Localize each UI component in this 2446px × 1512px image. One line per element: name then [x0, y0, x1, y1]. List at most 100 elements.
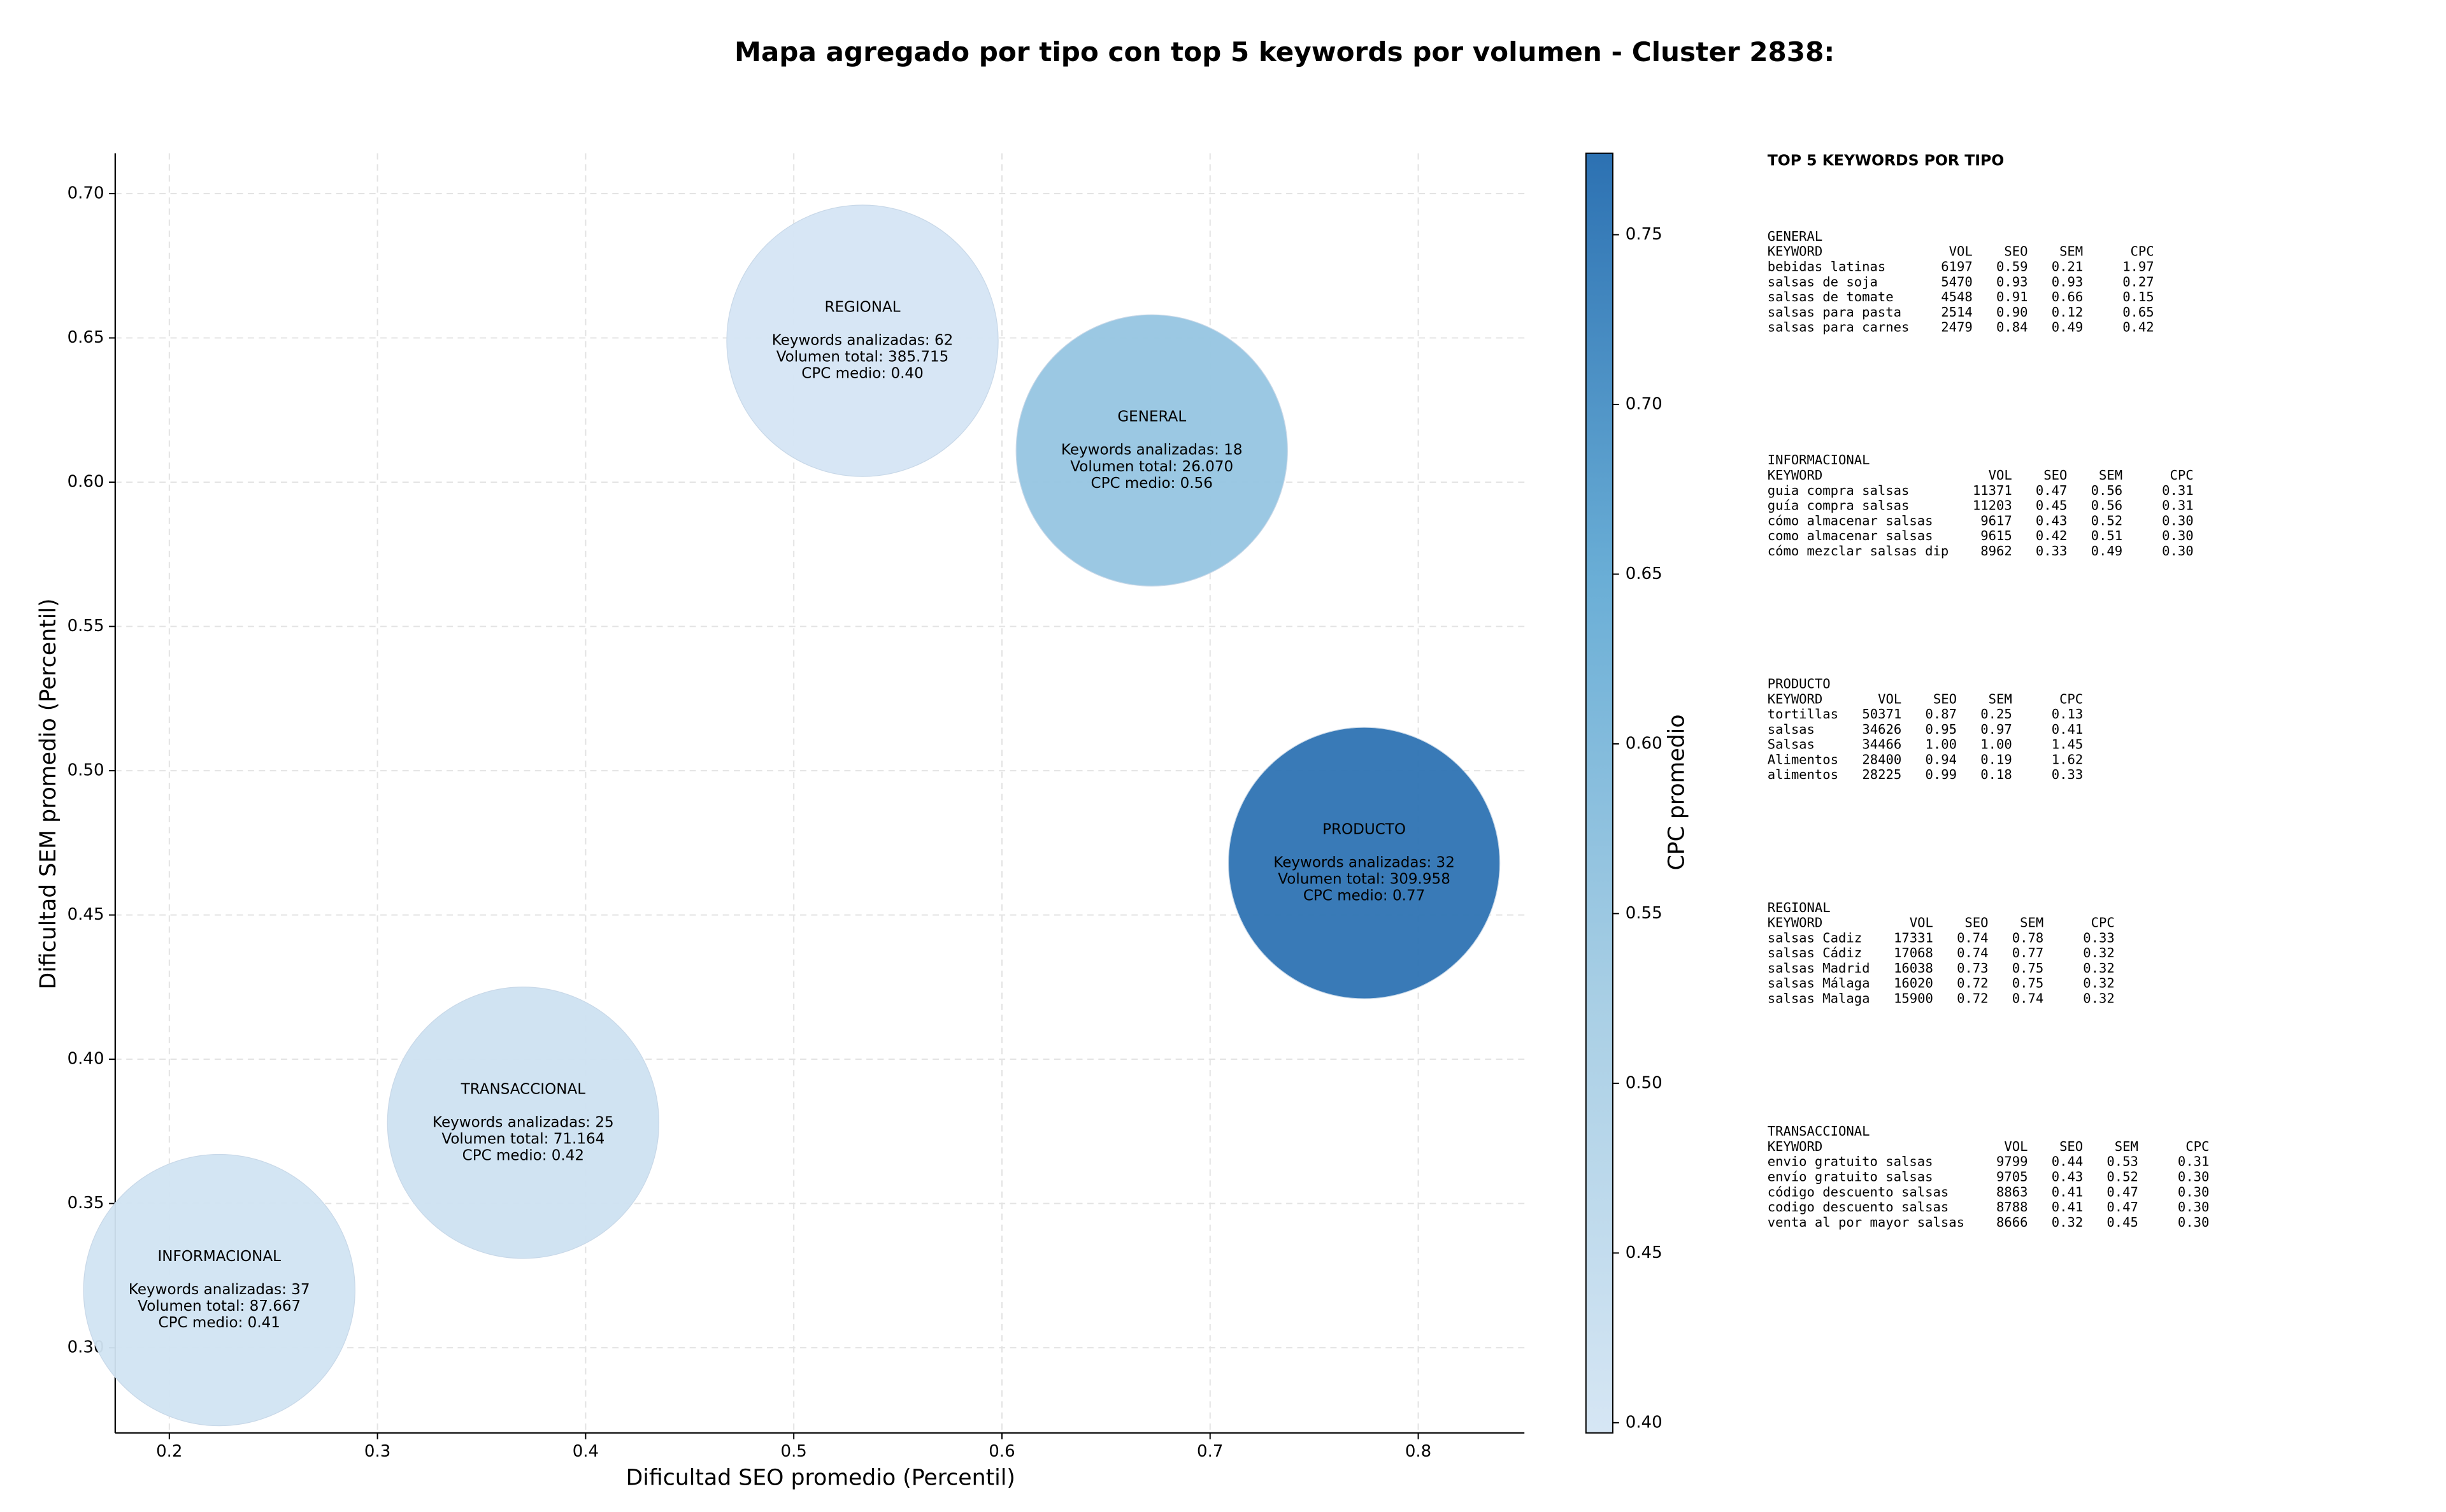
panel-header: VOL	[1989, 467, 2012, 483]
panel-cell: 0.74	[1957, 945, 1988, 960]
colorbar-tick-label: 0.75	[1626, 225, 1663, 244]
bubble-annotation: Keywords analizadas: 18	[1061, 442, 1243, 459]
panel-section-title: REGIONAL	[1768, 900, 1831, 915]
panel-cell: 8666	[1996, 1215, 2028, 1230]
y-tick-label: 0.35	[68, 1194, 104, 1213]
panel-cell: salsas	[1768, 722, 1815, 737]
panel-cell: 0.56	[2091, 483, 2122, 498]
panel-cell: cómo mezclar salsas dip	[1768, 543, 1949, 559]
panel-cell: salsas de soja	[1768, 274, 1878, 289]
panel-cell: 0.33	[2036, 543, 2067, 559]
panel-cell: 9705	[1996, 1169, 2028, 1184]
panel-header: CPC	[2170, 467, 2193, 483]
panel-cell: salsas Malaga	[1768, 991, 1870, 1006]
x-tick-label: 0.5	[780, 1442, 806, 1461]
panel-cell: 0.84	[1996, 320, 2028, 335]
y-tick-label: 0.50	[68, 761, 104, 780]
panel-cell: 0.30	[2162, 543, 2193, 559]
bubble-annotation: Volumen total: 87.667	[138, 1298, 301, 1315]
y-tick-label: 0.65	[68, 328, 104, 347]
panel-cell: 0.32	[2083, 976, 2114, 991]
panel-cell: 0.42	[2036, 528, 2067, 543]
panel-cell: 0.32	[2052, 1215, 2083, 1230]
x-tick-label: 0.2	[156, 1442, 182, 1461]
panel-header: KEYWORD	[1768, 1139, 1823, 1154]
panel-cell: 0.94	[1926, 752, 1957, 767]
panel-cell: 1.97	[2122, 259, 2154, 274]
panel-cell: 0.75	[2012, 976, 2043, 991]
panel-cell: 1.00	[1926, 737, 1957, 752]
panel-cell: 0.30	[2162, 513, 2193, 528]
panel-header: SEO	[1933, 691, 1957, 706]
panel-header: KEYWORD	[1768, 915, 1823, 931]
panel-cell: salsas Málaga	[1768, 976, 1870, 991]
bubble-annotation: Volumen total: 26.070	[1070, 459, 1233, 475]
bubble	[387, 987, 660, 1259]
panel-cell: 0.30	[2178, 1184, 2209, 1199]
bubble-annotation: Keywords analizadas: 62	[772, 332, 954, 349]
y-tick-label: 0.45	[68, 905, 104, 924]
panel-cell: 0.77	[2012, 945, 2043, 960]
bubble-label: REGIONAL	[824, 299, 900, 316]
bubble	[726, 204, 999, 477]
panel-cell: 0.41	[2052, 722, 2083, 737]
panel-section-title: TRANSACCIONAL	[1768, 1123, 1870, 1139]
panel-cell: tortillas	[1768, 706, 1838, 722]
panel-cell: 0.13	[2052, 706, 2083, 722]
panel-cell: 0.72	[1957, 976, 1988, 991]
bubble	[83, 1153, 355, 1427]
panel-cell: 6197	[1941, 259, 1972, 274]
y-axis-label: Dificultad SEM promedio (Percentil)	[36, 598, 61, 989]
colorbar-tick-label: 0.70	[1626, 395, 1663, 414]
bubble-annotation: CPC medio: 0.56	[1091, 475, 1213, 492]
bubble-annotation: Keywords analizadas: 37	[129, 1281, 310, 1298]
panel-cell: 0.31	[2162, 483, 2193, 498]
panel-cell: alimentos	[1768, 767, 1838, 782]
panel-cell: 11371	[1973, 483, 2012, 498]
panel-cell: venta al por mayor salsas	[1768, 1215, 1964, 1230]
panel-cell: 28400	[1862, 752, 1901, 767]
panel-cell: 2514	[1941, 304, 1972, 320]
panel-header: SEM	[2115, 1139, 2138, 1154]
panel-cell: 28225	[1862, 767, 1901, 782]
panel-section-title: GENERAL	[1768, 229, 1823, 244]
panel-cell: 0.52	[2091, 513, 2122, 528]
panel-cell: 17331	[1894, 930, 1933, 945]
bubble-annotation: CPC medio: 0.41	[159, 1315, 280, 1331]
panel-cell: 8788	[1996, 1199, 2028, 1215]
colorbar	[1585, 152, 1613, 1434]
panel-cell: 0.32	[2083, 945, 2114, 960]
bubble-annotation: Keywords analizadas: 32	[1273, 855, 1455, 871]
panel-cell: 0.43	[2052, 1169, 2083, 1184]
y-tick-label: 0.60	[68, 473, 104, 492]
panel-cell: bebidas latinas	[1768, 259, 1886, 274]
panel-cell: 0.53	[2106, 1154, 2138, 1169]
panel-cell: 0.91	[1996, 289, 2028, 304]
panel-cell: cómo almacenar salsas	[1768, 513, 1933, 528]
panel-cell: envio gratuito salsas	[1768, 1154, 1933, 1169]
panel-cell: 1.00	[1980, 737, 2012, 752]
panel-header: VOL	[1878, 691, 1901, 706]
panel-cell: 9615	[1980, 528, 2012, 543]
panel-header: KEYWORD	[1768, 691, 1823, 706]
panel-cell: 0.78	[2012, 930, 2043, 945]
colorbar-tick-label: 0.50	[1626, 1073, 1663, 1092]
panel-cell: como almacenar salsas	[1768, 528, 1933, 543]
panel-cell: 0.27	[2122, 274, 2154, 289]
bubble-annotation: Volumen total: 309.958	[1278, 871, 1450, 888]
panel-header: SEO	[2059, 1139, 2083, 1154]
panel-cell: 0.12	[2052, 304, 2083, 320]
panel-cell: 8863	[1996, 1184, 2028, 1199]
panel-cell: 0.18	[1980, 767, 2012, 782]
panel-cell: 0.74	[1957, 930, 1988, 945]
panel-cell: 0.72	[1957, 991, 1988, 1006]
panel-cell: 4548	[1941, 289, 1972, 304]
colorbar-tick-label: 0.45	[1626, 1243, 1663, 1262]
panel-cell: 0.33	[2052, 767, 2083, 782]
panel-cell: 0.59	[1996, 259, 2028, 274]
panel-cell: salsas para pasta	[1768, 304, 1901, 320]
panel-cell: Alimentos	[1768, 752, 1838, 767]
panel-cell: 16038	[1894, 960, 1933, 976]
panel-section-title: INFORMACIONAL	[1768, 452, 1870, 467]
bubble-annotation: Volumen total: 385.715	[776, 349, 949, 366]
